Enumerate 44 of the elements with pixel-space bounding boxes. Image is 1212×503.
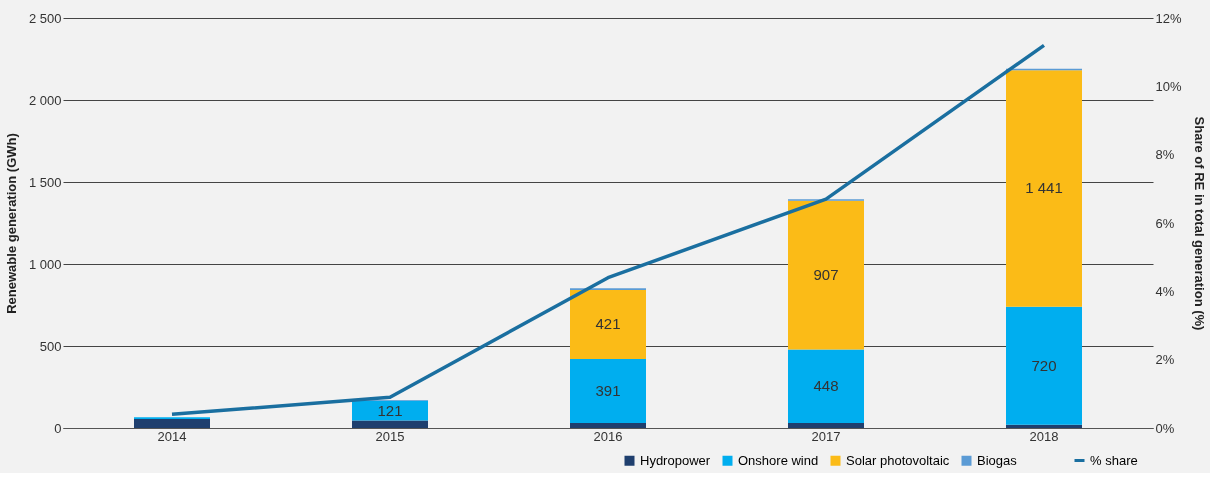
x-tick-label: 2018 — [1029, 428, 1059, 444]
data-label: 1 441 — [1025, 179, 1063, 197]
y2-tick-label: 2% — [1155, 352, 1175, 368]
data-label: 720 — [1031, 356, 1057, 374]
y2-tick-label: 8% — [1155, 147, 1175, 163]
y2-tick-label: 0% — [1155, 420, 1175, 436]
bar — [788, 200, 864, 350]
x-tick-label: 2014 — [157, 428, 187, 444]
legend-label: Onshore wind — [738, 452, 819, 468]
y2-tick-label: 10% — [1155, 78, 1182, 94]
y2-axis-title: Share of RE in total generation (%) — [1191, 116, 1207, 331]
y-tick-label: 1 500 — [28, 174, 62, 190]
x-tick-label: 2015 — [375, 428, 405, 444]
bar — [352, 400, 428, 421]
bar — [352, 420, 428, 428]
data-label: 391 — [595, 382, 621, 400]
x-tick-label: 2016 — [593, 428, 623, 444]
y-tick-label: 0 — [54, 420, 62, 436]
legend-label: % share — [1090, 452, 1138, 468]
bar — [570, 423, 646, 428]
y-tick-label: 1 000 — [28, 256, 62, 272]
legend-label: Hydropower — [640, 452, 711, 468]
y-tick-label: 2 500 — [28, 10, 62, 26]
bar — [570, 358, 646, 424]
legend-label: Biogas — [977, 452, 1018, 468]
bar — [570, 289, 646, 359]
data-label: 421 — [595, 315, 621, 333]
x-tick-label: 2017 — [811, 428, 841, 444]
data-label: 907 — [813, 266, 839, 284]
y2-tick-label: 12% — [1155, 10, 1182, 26]
bar — [788, 423, 864, 428]
bar — [1006, 306, 1082, 425]
bar — [1006, 424, 1082, 428]
bar — [134, 418, 210, 428]
bar — [788, 349, 864, 424]
y2-tick-label: 4% — [1155, 283, 1175, 299]
y-axis-title: Renewable generation (GWh) — [3, 133, 19, 314]
legend-label: Solar photovoltaic — [846, 452, 950, 468]
y-tick-label: 2 000 — [28, 92, 62, 108]
data-label: 448 — [813, 377, 839, 395]
y2-tick-label: 6% — [1155, 215, 1175, 231]
data-label: 121 — [377, 401, 403, 419]
y-tick-label: 500 — [39, 338, 62, 354]
bar — [1006, 70, 1082, 307]
